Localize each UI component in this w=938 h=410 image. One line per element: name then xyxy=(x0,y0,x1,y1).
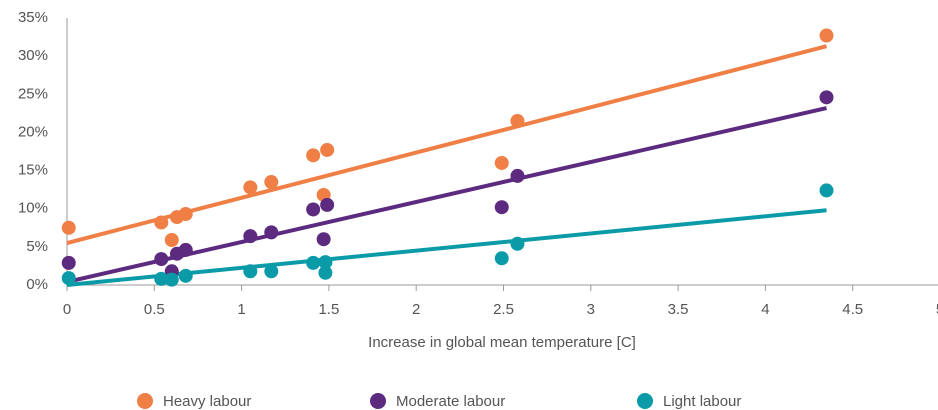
x-tick-label: 3.5 xyxy=(668,301,689,318)
y-tick-label: 25% xyxy=(18,85,48,102)
x-tick-label: 2 xyxy=(412,301,420,318)
point xyxy=(306,148,321,163)
x-tick-label: 0 xyxy=(63,301,71,318)
x-tick-label: 2.5 xyxy=(493,301,514,318)
point xyxy=(316,232,331,247)
point xyxy=(164,232,179,247)
trend-line xyxy=(66,106,827,284)
point xyxy=(264,175,279,190)
point xyxy=(154,215,169,230)
legend-label: Light labour xyxy=(663,393,741,410)
x-tick-label: 5 xyxy=(936,301,938,318)
y-tick-label: 30% xyxy=(18,47,48,64)
point xyxy=(494,251,509,266)
y-tick-label: 15% xyxy=(18,162,48,179)
point xyxy=(320,197,335,212)
y-tick-label: 10% xyxy=(18,200,48,217)
x-axis-label: Increase in global mean temperature [C] xyxy=(368,334,636,351)
point xyxy=(819,90,834,105)
point xyxy=(178,207,193,222)
trend-line xyxy=(66,208,827,287)
y-tick-label: 20% xyxy=(18,123,48,140)
x-tick-label: 1 xyxy=(237,301,245,318)
point xyxy=(264,225,279,240)
point xyxy=(61,255,76,270)
y-tick-label: 0% xyxy=(26,276,48,293)
point xyxy=(306,255,321,270)
point xyxy=(61,220,76,235)
point xyxy=(318,265,333,280)
x-tick-label: 4.5 xyxy=(842,301,863,318)
point xyxy=(178,242,193,257)
trend-line xyxy=(66,44,828,245)
point xyxy=(320,142,335,157)
point xyxy=(510,168,525,183)
point xyxy=(510,236,525,251)
legend-marker xyxy=(137,393,153,409)
point xyxy=(243,180,258,195)
legend-marker xyxy=(370,393,386,409)
point xyxy=(164,272,179,287)
legend-label: Heavy labour xyxy=(163,393,251,410)
x-tick-label: 3 xyxy=(587,301,595,318)
point xyxy=(243,264,258,279)
legend-marker xyxy=(637,393,653,409)
x-tick-label: 0.5 xyxy=(144,301,165,318)
y-tick-label: 35% xyxy=(18,9,48,26)
point xyxy=(154,271,169,286)
x-tick-label: 4 xyxy=(761,301,769,318)
point xyxy=(61,271,76,286)
y-tick-label: 5% xyxy=(26,238,48,255)
point xyxy=(318,255,333,270)
point xyxy=(154,252,169,267)
point xyxy=(819,28,834,43)
point xyxy=(243,229,258,244)
point xyxy=(819,183,834,198)
legend-label: Moderate labour xyxy=(396,393,505,410)
point xyxy=(306,202,321,217)
point xyxy=(494,155,509,170)
point xyxy=(264,264,279,279)
point xyxy=(510,113,525,128)
x-tick-label: 1.5 xyxy=(318,301,339,318)
point xyxy=(494,200,509,215)
point xyxy=(178,268,193,283)
